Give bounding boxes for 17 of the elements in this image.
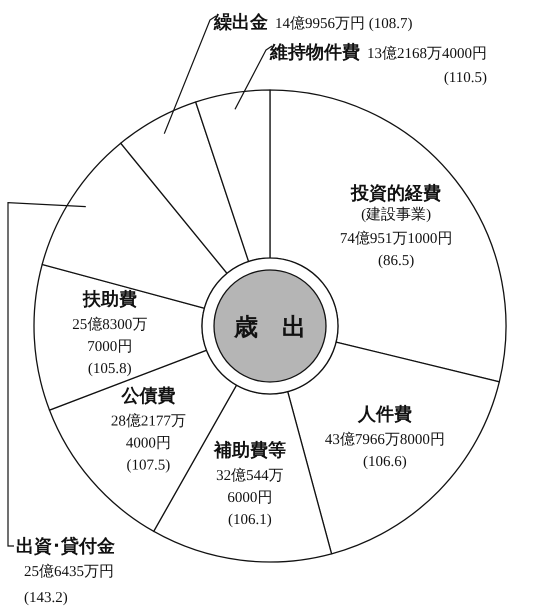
text: 14億9956万円 (108.7) bbox=[275, 15, 412, 32]
slice-label: 補助費等 bbox=[212, 440, 286, 460]
slice-label: 出資･貸付金 bbox=[16, 536, 115, 556]
slice-label: 維持物件費 bbox=[269, 42, 360, 62]
slice-label: 扶助費 bbox=[82, 289, 137, 310]
slice-label: 投資的経費 (建設事業) bbox=[350, 182, 442, 223]
text: 28億2177万 4000円 (107.5) bbox=[110, 412, 186, 474]
text: 13億2168万4000円 (110.5) bbox=[367, 45, 487, 86]
text: 歳 出 bbox=[233, 314, 306, 341]
slice-label: 公債費 bbox=[120, 386, 176, 406]
text: 43億7966万8000円 (106.6) bbox=[324, 430, 445, 470]
slice-label: 繰出金 bbox=[213, 12, 268, 32]
text: 25億8300万 7000円 (105.8) bbox=[72, 316, 148, 378]
slice-label: 人件費 bbox=[356, 404, 412, 424]
text: 32億544万 6000円 (106.1) bbox=[216, 467, 284, 528]
text: 25億6435万円 (143.2) bbox=[24, 563, 114, 606]
text: 74億951万1000円 (86.5) bbox=[340, 230, 452, 269]
